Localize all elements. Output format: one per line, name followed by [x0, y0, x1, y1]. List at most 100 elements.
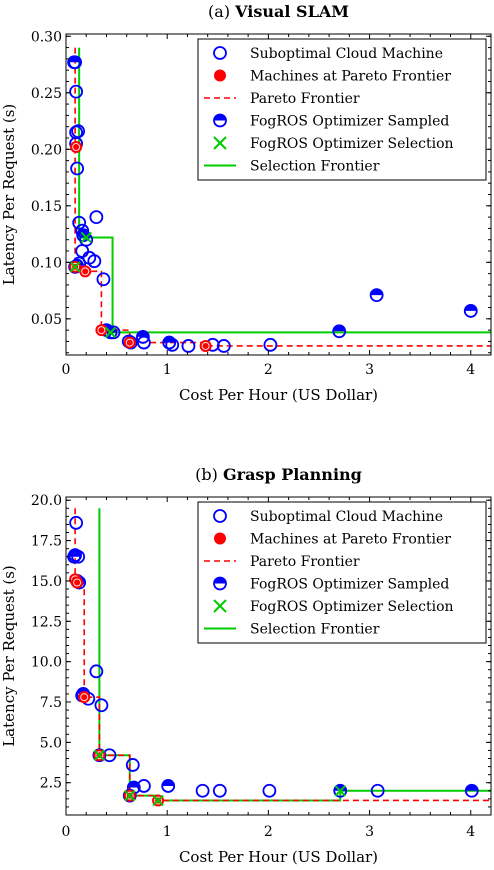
sampled-point-11	[463, 304, 478, 318]
selection-point-3-b	[334, 785, 346, 797]
selection-point-2-b	[104, 326, 117, 339]
legend-half-circle-icon-ring	[213, 576, 227, 591]
y-tick-label: 0.25	[31, 86, 62, 102]
legend-x-icon-b	[213, 136, 227, 150]
suboptimal-point-13	[89, 210, 104, 225]
suboptimal-point-14	[370, 783, 385, 798]
legend-label: Pareto Frontier	[250, 91, 360, 107]
legend-item-0: Suboptimal Cloud Machine	[213, 46, 443, 62]
title-text: Visual SLAM	[234, 2, 349, 21]
y-tick-label: 0.20	[31, 142, 62, 158]
suboptimal-point-22	[263, 337, 278, 352]
y-tick-label: 0.10	[31, 255, 62, 271]
legend-label: Selection Frontier	[250, 622, 380, 638]
y-tick-label: 15.0	[31, 574, 62, 590]
x-tick-label: 4	[466, 362, 475, 378]
pareto-point-4	[123, 336, 136, 349]
selection-point-0-b	[69, 261, 81, 273]
legend-red-circle-icon	[214, 532, 226, 545]
panel-label: (b)	[195, 465, 223, 484]
suboptimal-point-11	[195, 783, 210, 798]
legend-open-circle-icon	[213, 509, 227, 523]
legend-label: FogROS Optimizer Selection	[250, 136, 454, 152]
pareto-point-ring	[81, 267, 90, 276]
x-axis-label: Cost Per Hour (US Dollar)	[179, 386, 378, 404]
pareto-point-1	[71, 576, 84, 589]
selection-point-2-b	[152, 794, 164, 807]
suboptimal-point-14	[96, 272, 111, 287]
suboptimal-point-8	[75, 244, 90, 258]
legend-label: Suboptimal Cloud Machine	[250, 509, 443, 525]
x-axis-label: Cost Per Hour (US Dollar)	[179, 848, 378, 866]
x-tick-label: 0	[62, 824, 71, 840]
selection-point-1	[124, 789, 136, 802]
suboptimal-point-12	[212, 783, 227, 798]
x-tick-label: 3	[365, 362, 374, 378]
sampled-point-7-ring	[333, 783, 348, 798]
chart-panel-2: (b) Grasp Planning 0 1 2 3 4 2.5 5.0 7.5 10.0 12.5…	[0, 465, 492, 866]
selection-point-2	[104, 326, 117, 339]
suboptimal-point-6	[89, 664, 104, 679]
y-tick-label: 20.0	[31, 493, 62, 509]
x-tick-label: 2	[264, 824, 273, 840]
legend-open-circle-icon	[213, 46, 227, 60]
legend-x-icon-b	[213, 599, 227, 613]
legend-x-icon	[213, 136, 227, 150]
axes-frame	[65, 496, 492, 816]
x-tick-label: 4	[466, 824, 475, 840]
pareto-point-fill	[70, 141, 83, 154]
y-axis-label: Latency Per Request (s)	[0, 104, 18, 286]
pareto-point-3	[95, 324, 108, 337]
chart-title: (b) Grasp Planning	[195, 465, 362, 484]
y-tick-label: 0.15	[31, 199, 62, 215]
legend-box	[197, 38, 487, 181]
legend-item-4: FogROS Optimizer Selection	[213, 136, 454, 152]
legend-label: Machines at Pareto Frontier	[250, 69, 451, 85]
legend-label: Pareto Frontier	[250, 554, 360, 570]
y-tick-label: 2.5	[40, 776, 62, 792]
sampled-point-0-ring	[67, 55, 81, 70]
pareto-point-ring	[73, 578, 82, 587]
legend: Suboptimal Cloud Machine Machines at Pare…	[197, 38, 487, 181]
sampled-point-8-ring	[162, 335, 177, 350]
y-tick-label: 0.30	[31, 29, 62, 45]
pareto-point-2	[79, 265, 92, 278]
title-text: Grasp Planning	[223, 465, 362, 484]
panel-label: (a)	[208, 2, 235, 21]
legend-item-2: Pareto Frontier	[204, 554, 360, 570]
legend-item-2: Pareto Frontier	[204, 91, 360, 107]
sampled-point-0	[67, 55, 81, 70]
suboptimal-point-1	[69, 84, 84, 99]
pareto-point-fill	[79, 265, 92, 278]
pareto-point-ring	[80, 693, 89, 702]
suboptimal-point-1	[69, 515, 84, 530]
suboptimal-point-21	[216, 339, 231, 353]
legend-item-3: FogROS Optimizer Sampled	[213, 576, 449, 593]
pareto-point-fill	[71, 576, 84, 589]
pareto-point-ring	[95, 751, 104, 760]
sampled-point-7-ring	[136, 330, 150, 344]
sampled-point-8	[162, 335, 177, 350]
pareto-point-5	[199, 339, 212, 352]
legend-label: FogROS Optimizer Sampled	[250, 577, 449, 593]
pareto-point-fill	[199, 339, 212, 352]
legend-item-1: Machines at Pareto Frontier	[214, 69, 451, 85]
legend: Suboptimal Cloud Machine Machines at Pare…	[197, 501, 487, 644]
legend-half-circle-icon-ring	[213, 113, 227, 128]
y-tick-label: 10.0	[31, 655, 62, 671]
pareto-point-ring	[201, 341, 210, 350]
legend-half-circle-icon	[213, 113, 227, 128]
selection-point-0	[93, 749, 106, 761]
legend-label: Machines at Pareto Frontier	[250, 532, 451, 548]
y-tick-label: 7.5	[40, 695, 62, 711]
x-tick-label: 1	[163, 824, 172, 840]
x-tick-label: 2	[264, 362, 273, 378]
legend-red-circle-icon	[214, 69, 226, 82]
chart-title: (a) Visual SLAM	[208, 2, 349, 21]
selection-point-1-b	[80, 231, 92, 244]
suboptimal-point-12	[87, 254, 102, 269]
x-tick-label: 1	[163, 362, 172, 378]
legend-item-0: Suboptimal Cloud Machine	[213, 509, 443, 525]
suboptimal-point-5	[70, 161, 85, 176]
legend-item-5: Selection Frontier	[204, 622, 380, 638]
